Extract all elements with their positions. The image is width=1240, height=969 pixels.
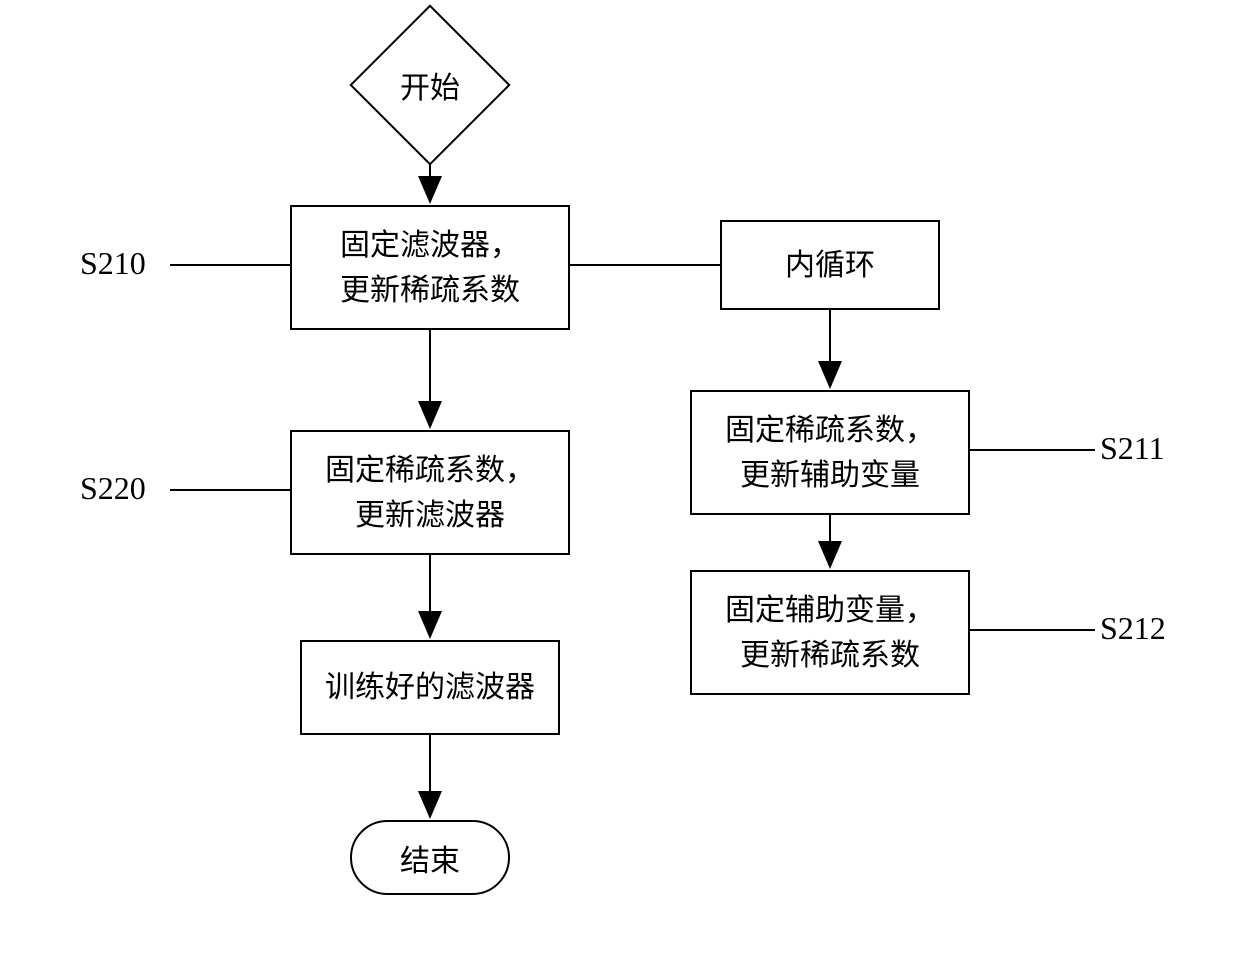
s220-node: 固定稀疏系数， 更新滤波器 bbox=[290, 430, 570, 555]
s212-line1: 固定辅助变量， bbox=[725, 594, 935, 627]
trained-node: 训练好的滤波器 bbox=[300, 640, 560, 735]
s220-line2: 更新滤波器 bbox=[355, 499, 505, 532]
innerloop-text: 内循环 bbox=[785, 243, 875, 288]
flowchart-container: 开始 固定滤波器， 更新稀疏系数 固定稀疏系数， 更新滤波器 训练好的滤波器 结… bbox=[0, 0, 1240, 969]
s212-content: 固定辅助变量， 更新稀疏系数 bbox=[725, 588, 935, 678]
start-node: 开始 bbox=[355, 10, 505, 160]
s211-content: 固定稀疏系数， 更新辅助变量 bbox=[725, 408, 935, 498]
trained-text: 训练好的滤波器 bbox=[325, 665, 535, 710]
s211-line1: 固定稀疏系数， bbox=[725, 414, 935, 447]
s220-line1: 固定稀疏系数， bbox=[325, 454, 535, 487]
s220-content: 固定稀疏系数， 更新滤波器 bbox=[325, 448, 535, 538]
s210-line1: 固定滤波器， bbox=[340, 229, 520, 262]
s210-label: S210 bbox=[80, 245, 146, 282]
s210-content: 固定滤波器， 更新稀疏系数 bbox=[340, 223, 520, 313]
s211-label: S211 bbox=[1100, 430, 1165, 467]
end-text: 结束 bbox=[400, 836, 460, 880]
arrows-layer bbox=[0, 0, 1240, 969]
s220-label: S220 bbox=[80, 470, 146, 507]
s212-label: S212 bbox=[1100, 610, 1166, 647]
end-node: 结束 bbox=[350, 820, 510, 895]
s212-node: 固定辅助变量， 更新稀疏系数 bbox=[690, 570, 970, 695]
s210-node: 固定滤波器， 更新稀疏系数 bbox=[290, 205, 570, 330]
s210-line2: 更新稀疏系数 bbox=[340, 274, 520, 307]
s211-line2: 更新辅助变量 bbox=[740, 459, 920, 492]
s211-node: 固定稀疏系数， 更新辅助变量 bbox=[690, 390, 970, 515]
start-text: 开始 bbox=[400, 63, 460, 107]
s212-line2: 更新稀疏系数 bbox=[740, 639, 920, 672]
innerloop-node: 内循环 bbox=[720, 220, 940, 310]
